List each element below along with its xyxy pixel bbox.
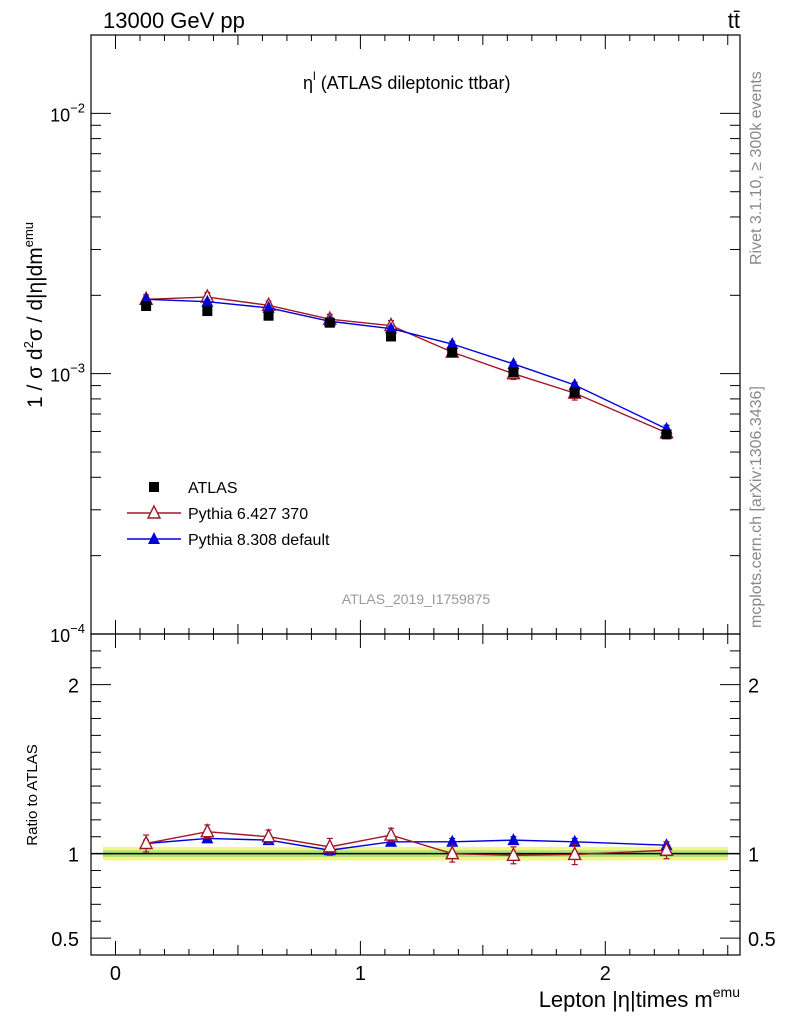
ratio-pythia6-data-point bbox=[261, 828, 276, 843]
main-y-axis-label: 1 / σ d2σ / d|η|dmemu bbox=[21, 222, 47, 408]
ratio-y-tick-label-left: 1 bbox=[68, 845, 79, 867]
main-pythia6-series-line bbox=[146, 296, 667, 434]
main-y-tick-label: 10−2 bbox=[50, 100, 85, 125]
main-atlas-data-point bbox=[569, 387, 580, 398]
ratio-frame bbox=[90, 633, 741, 956]
legend-marker bbox=[146, 504, 162, 519]
ratio-y-axis-label: Ratio to ATLAS bbox=[24, 744, 41, 845]
ratio-pythia6-data-point bbox=[567, 845, 582, 861]
title-eta: η bbox=[303, 73, 313, 93]
main-atlas-data-point bbox=[447, 347, 458, 358]
energy-label: 13000 GeV pp bbox=[103, 8, 245, 33]
ratio-pythia8-data-point bbox=[507, 833, 520, 846]
main-y-tick-label: 10−3 bbox=[50, 361, 85, 386]
ratio-pythia8-data-point bbox=[446, 834, 459, 847]
analysis-watermark: ATLAS_2019_I1759875 bbox=[342, 591, 491, 607]
rivet-label: Rivet 3.1.10, ≥ 300k events bbox=[748, 71, 765, 265]
x-tick-label: 1 bbox=[355, 963, 366, 985]
main-atlas-data-point bbox=[508, 367, 519, 378]
ylabel-b: σ / d|η|dm bbox=[24, 247, 47, 341]
ylabel-sup1: 2 bbox=[21, 341, 36, 348]
title-rest: (ATLAS dileptonic ttbar) bbox=[316, 73, 511, 93]
title-sup: l bbox=[313, 69, 316, 83]
process-label: tt̄ bbox=[728, 8, 740, 33]
legend: ATLAS Pythia 6.427 370 Pythia 8.308 defaul… bbox=[127, 480, 330, 549]
ylabel-a: 1 / σ d bbox=[24, 348, 47, 408]
main-pythia8-data-point bbox=[201, 294, 214, 307]
main-atlas-data-point bbox=[263, 310, 274, 321]
ratio-y-tick-label-right: 1 bbox=[748, 845, 759, 867]
main-panel: 10−2 10−3 10−4 bbox=[50, 34, 741, 646]
ylabel-sup2: emu bbox=[21, 222, 36, 247]
main-atlas-data-point bbox=[141, 300, 152, 311]
ratio-pythia6-data-point bbox=[200, 823, 215, 838]
main-y-tick-label: 10−4 bbox=[50, 621, 85, 646]
legend-marker bbox=[149, 482, 159, 492]
ratio-pythia6-data-point bbox=[322, 838, 337, 853]
x-tick-label: 0 bbox=[110, 963, 121, 985]
ratio-y-tick-label-left: 2 bbox=[68, 676, 79, 698]
xlabel-sup: emu bbox=[713, 984, 740, 1000]
ratio-y-tick-label-right: 0.5 bbox=[748, 929, 776, 951]
ratio-pythia6-data-point bbox=[659, 841, 674, 856]
legend-label: Pythia 6.427 370 bbox=[188, 506, 308, 523]
main-atlas-data-point bbox=[661, 429, 672, 440]
ratio-pythia6-data-point bbox=[506, 846, 521, 862]
ratio-pythia6-data-point bbox=[445, 845, 460, 860]
legend-marker bbox=[148, 532, 160, 544]
legend-label: ATLAS bbox=[188, 480, 238, 497]
plot-title: ηl (ATLAS dileptonic ttbar) bbox=[303, 69, 510, 93]
main-pythia8-series-line bbox=[146, 298, 667, 430]
ratio-pythia6-data-point bbox=[383, 826, 399, 841]
legend-label: Pythia 8.308 default bbox=[188, 532, 330, 549]
x-tick-label: 2 bbox=[600, 963, 611, 985]
main-pythia8-data-point bbox=[385, 321, 398, 334]
main-atlas-data-point bbox=[202, 306, 213, 317]
ratio-y-tick-label-right: 2 bbox=[748, 676, 759, 698]
main-atlas-data-point bbox=[386, 331, 397, 342]
main-atlas-data-point bbox=[324, 317, 335, 328]
ratio-panel: 0 1 2 0.5 0.5 1 1 2 2 bbox=[51, 633, 776, 985]
main-pythia8-data-point bbox=[262, 300, 275, 313]
ratio-pythia6-data-point bbox=[138, 834, 154, 850]
main-pythia8-data-point bbox=[568, 377, 581, 390]
x-axis-label: Lepton |η|times memu bbox=[539, 984, 740, 1012]
mcplots-label: mcplots.cern.ch [arXiv:1306.3436] bbox=[748, 386, 765, 628]
main-pythia8-data-point bbox=[446, 337, 459, 350]
xlabel-a: Lepton |η|times m bbox=[539, 987, 713, 1012]
ratio-y-tick-label-left: 0.5 bbox=[51, 929, 79, 951]
main-pythia8-data-point bbox=[507, 356, 520, 369]
